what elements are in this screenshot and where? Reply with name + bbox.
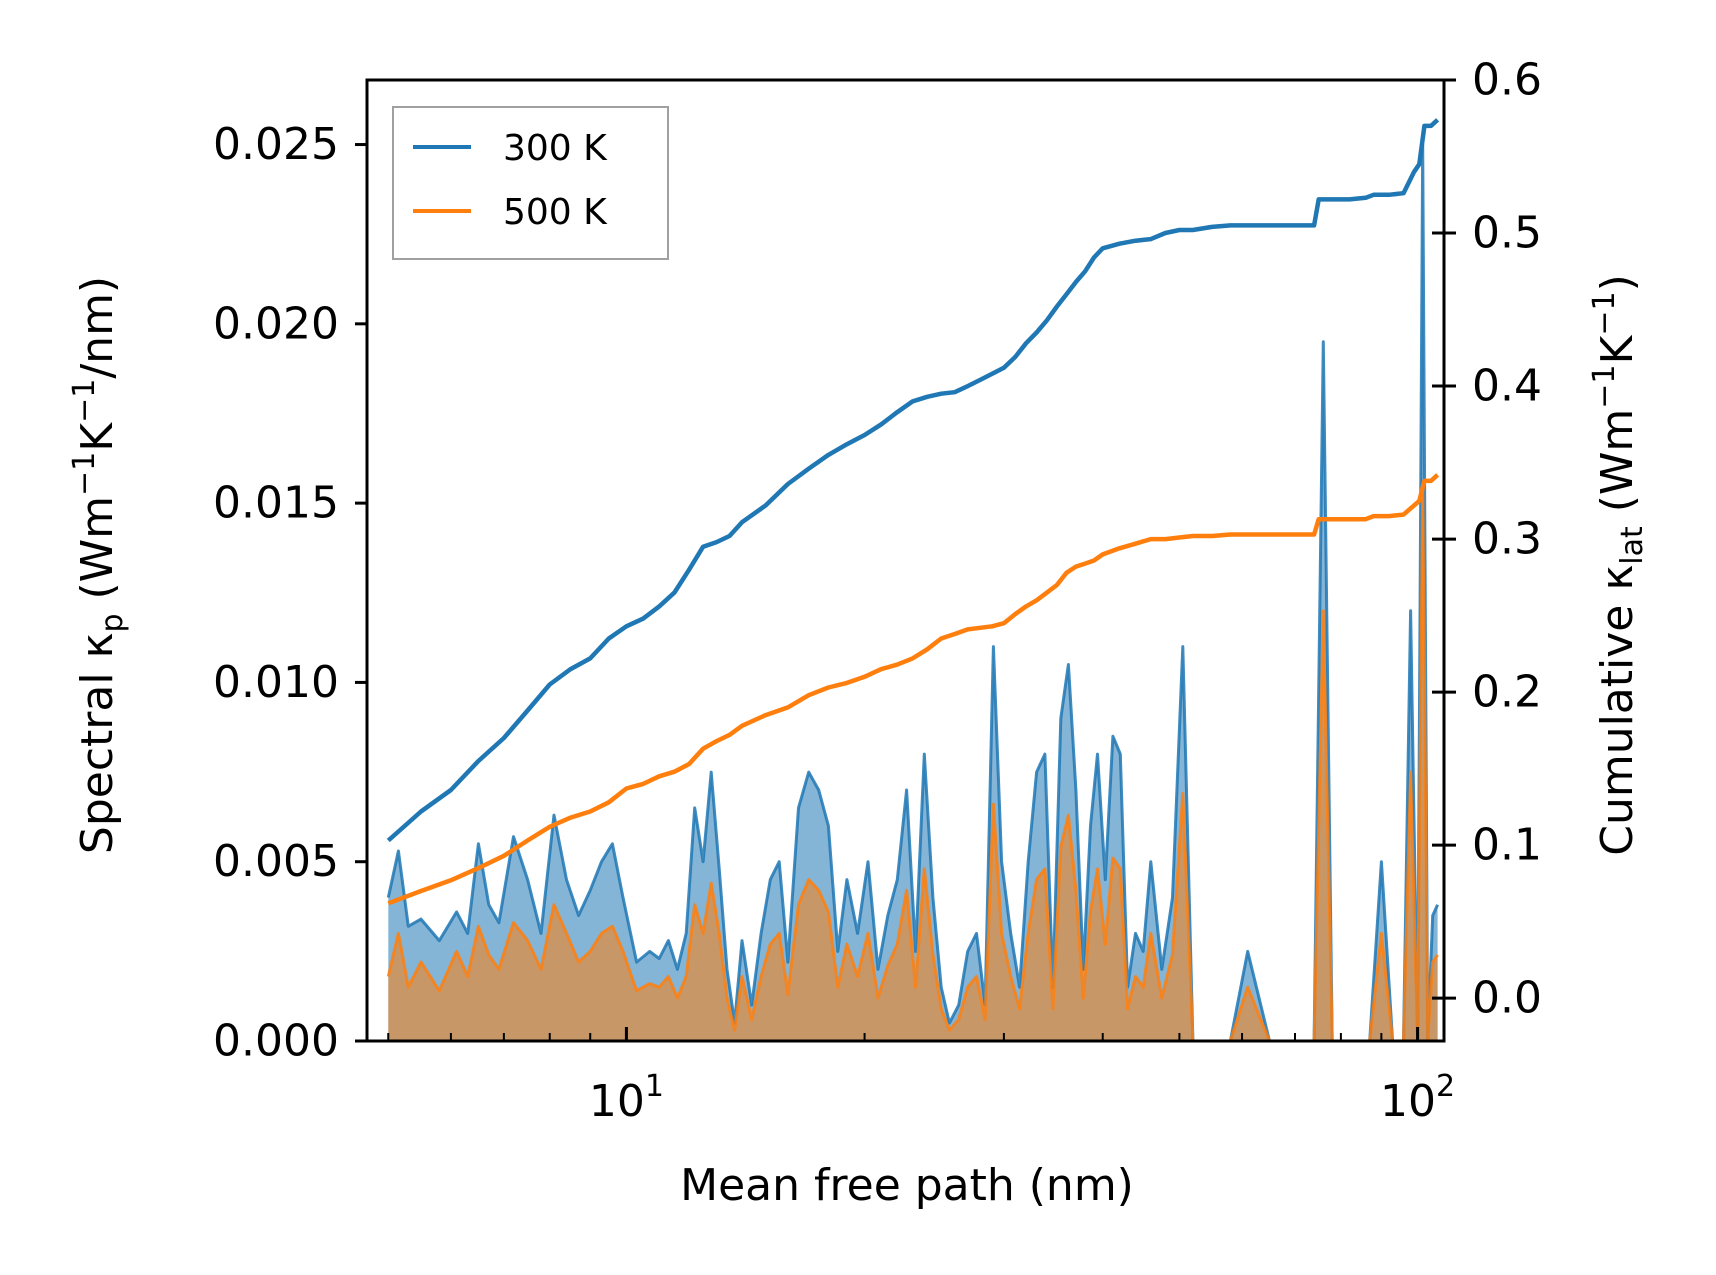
- legend: 300 K 500 K: [392, 106, 669, 260]
- y-right-label-exp: −1: [1587, 291, 1622, 335]
- y-left-axis-label: Spectral κp (Wm−1K−1/nm): [67, 276, 130, 854]
- y-right-tick-label: 0.0: [1472, 973, 1542, 1024]
- x-tick-label: 102: [1380, 1069, 1455, 1127]
- y-right-tick-label: 0.5: [1472, 208, 1542, 259]
- y-right-label-unit: (Wm: [1592, 409, 1643, 527]
- y-right-tick-label: 0.2: [1472, 667, 1542, 718]
- plot-area: [386, 118, 1440, 1043]
- y-left-tick-label: 0.015: [213, 478, 339, 529]
- legend-label-300k: 300 K: [503, 128, 608, 169]
- y-left-tick-label: 0.025: [213, 119, 339, 170]
- y-right-axis-label: Cumulative κlat (Wm−1K−1): [1587, 274, 1650, 856]
- y-left-tick-label: 0.005: [213, 836, 339, 887]
- x-tick-label: 101: [589, 1069, 664, 1127]
- y-right-tick-label: 0.3: [1472, 514, 1542, 565]
- legend-box: [392, 106, 669, 260]
- y-right-tick-label: 0.4: [1472, 361, 1542, 412]
- tick-marks: [355, 78, 1456, 1043]
- y-left-tick-label: 0.020: [213, 298, 339, 349]
- y-right-tick-label: 0.1: [1472, 820, 1542, 871]
- y-right-tick-label: 0.6: [1472, 55, 1542, 106]
- y-right-label-unit: ): [1592, 274, 1643, 291]
- y-right-label-sub: lat: [1615, 526, 1650, 565]
- x-tick-base: 10: [1380, 1076, 1436, 1127]
- x-tick-exponent: 1: [645, 1069, 664, 1104]
- cumulative-line-500k: [387, 473, 1440, 906]
- spectral-line-500k: [386, 483, 1439, 1043]
- y-right-label-main: Cumulative κ: [1592, 565, 1643, 856]
- cumulative-line-300k: [386, 118, 1440, 843]
- y-left-label-exp: −1: [67, 379, 102, 423]
- legend-label-500k: 500 K: [503, 192, 608, 233]
- spectral-area-500k: [388, 485, 1438, 1041]
- spectral-area-300k: [388, 144, 1438, 1041]
- x-tick-base: 10: [589, 1076, 645, 1127]
- y-left-label-exp: −1: [67, 452, 102, 496]
- y-left-label-unit: (Wm: [72, 496, 123, 614]
- y-right-label-unit: K: [1592, 334, 1643, 364]
- x-tick-exponent: 2: [1436, 1069, 1455, 1104]
- y-left-tick-label: 0.000: [213, 1016, 339, 1067]
- y-left-tick-label: 0.010: [213, 657, 339, 708]
- y-left-label-sub: p: [95, 613, 130, 632]
- x-axis-label: Mean free path (nm): [680, 1160, 1134, 1211]
- y-right-label-exp: −1: [1587, 364, 1622, 408]
- axes-frame: [365, 78, 1446, 1043]
- spectral-line-300k: [386, 143, 1439, 1043]
- y-left-label-main: Spectral κ: [72, 633, 123, 855]
- y-left-label-unit: /nm): [72, 276, 123, 379]
- y-left-label-unit: K: [72, 422, 123, 452]
